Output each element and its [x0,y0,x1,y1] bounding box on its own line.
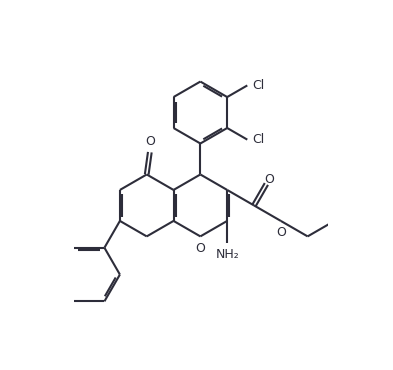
Text: Cl: Cl [252,79,264,92]
Text: O: O [276,226,286,239]
Text: O: O [264,174,274,186]
Text: Cl: Cl [252,133,264,146]
Text: NH₂: NH₂ [215,248,239,261]
Text: O: O [145,135,155,148]
Text: O: O [195,242,205,255]
